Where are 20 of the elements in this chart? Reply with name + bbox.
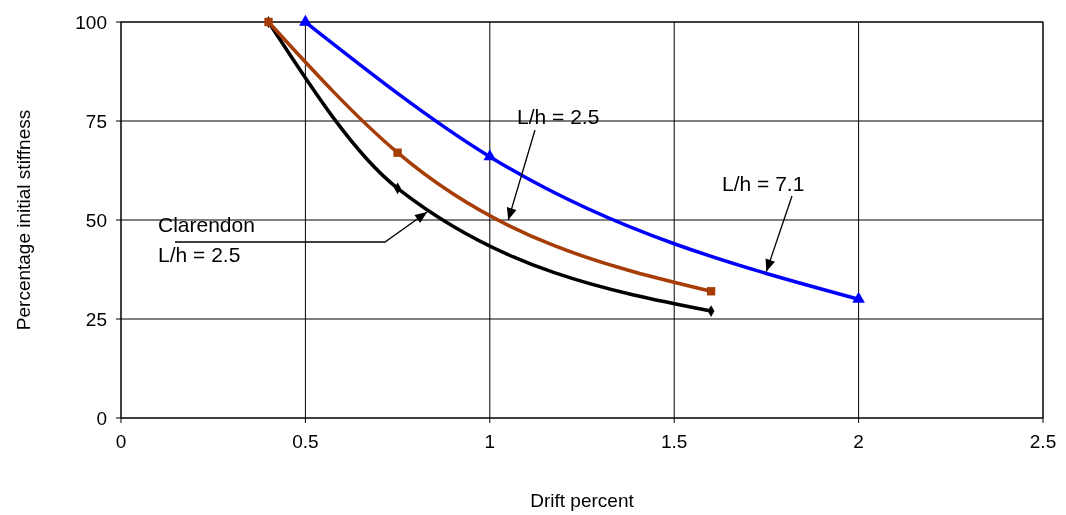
- x-tick-label: 2: [853, 431, 864, 452]
- point: [299, 14, 312, 26]
- x-axis-title: Drift percent: [530, 490, 635, 511]
- y-tick-label: 0: [96, 407, 107, 429]
- x-tick-label: 2.5: [1029, 431, 1057, 452]
- x-tick-label: 1.5: [660, 431, 688, 452]
- y-axis-title: Percentage initial stiffness: [13, 109, 34, 331]
- point: [483, 149, 497, 161]
- point: [706, 287, 716, 296]
- point: [393, 148, 402, 157]
- annotation: Clarendon L/h = 2.5: [158, 213, 255, 266]
- x-tick-label: 1: [484, 431, 496, 452]
- y-tick-label: 50: [85, 209, 107, 231]
- y-tick-label: 100: [75, 11, 107, 33]
- x-tick-label: 0.5: [292, 431, 319, 452]
- annotation: L/h = 7.1: [722, 172, 805, 195]
- y-tick-label: 75: [85, 110, 107, 132]
- y-tick-label: 25: [85, 308, 107, 330]
- x-tick-label: 0: [115, 431, 127, 452]
- annotation: L/h = 2.5: [517, 105, 600, 128]
